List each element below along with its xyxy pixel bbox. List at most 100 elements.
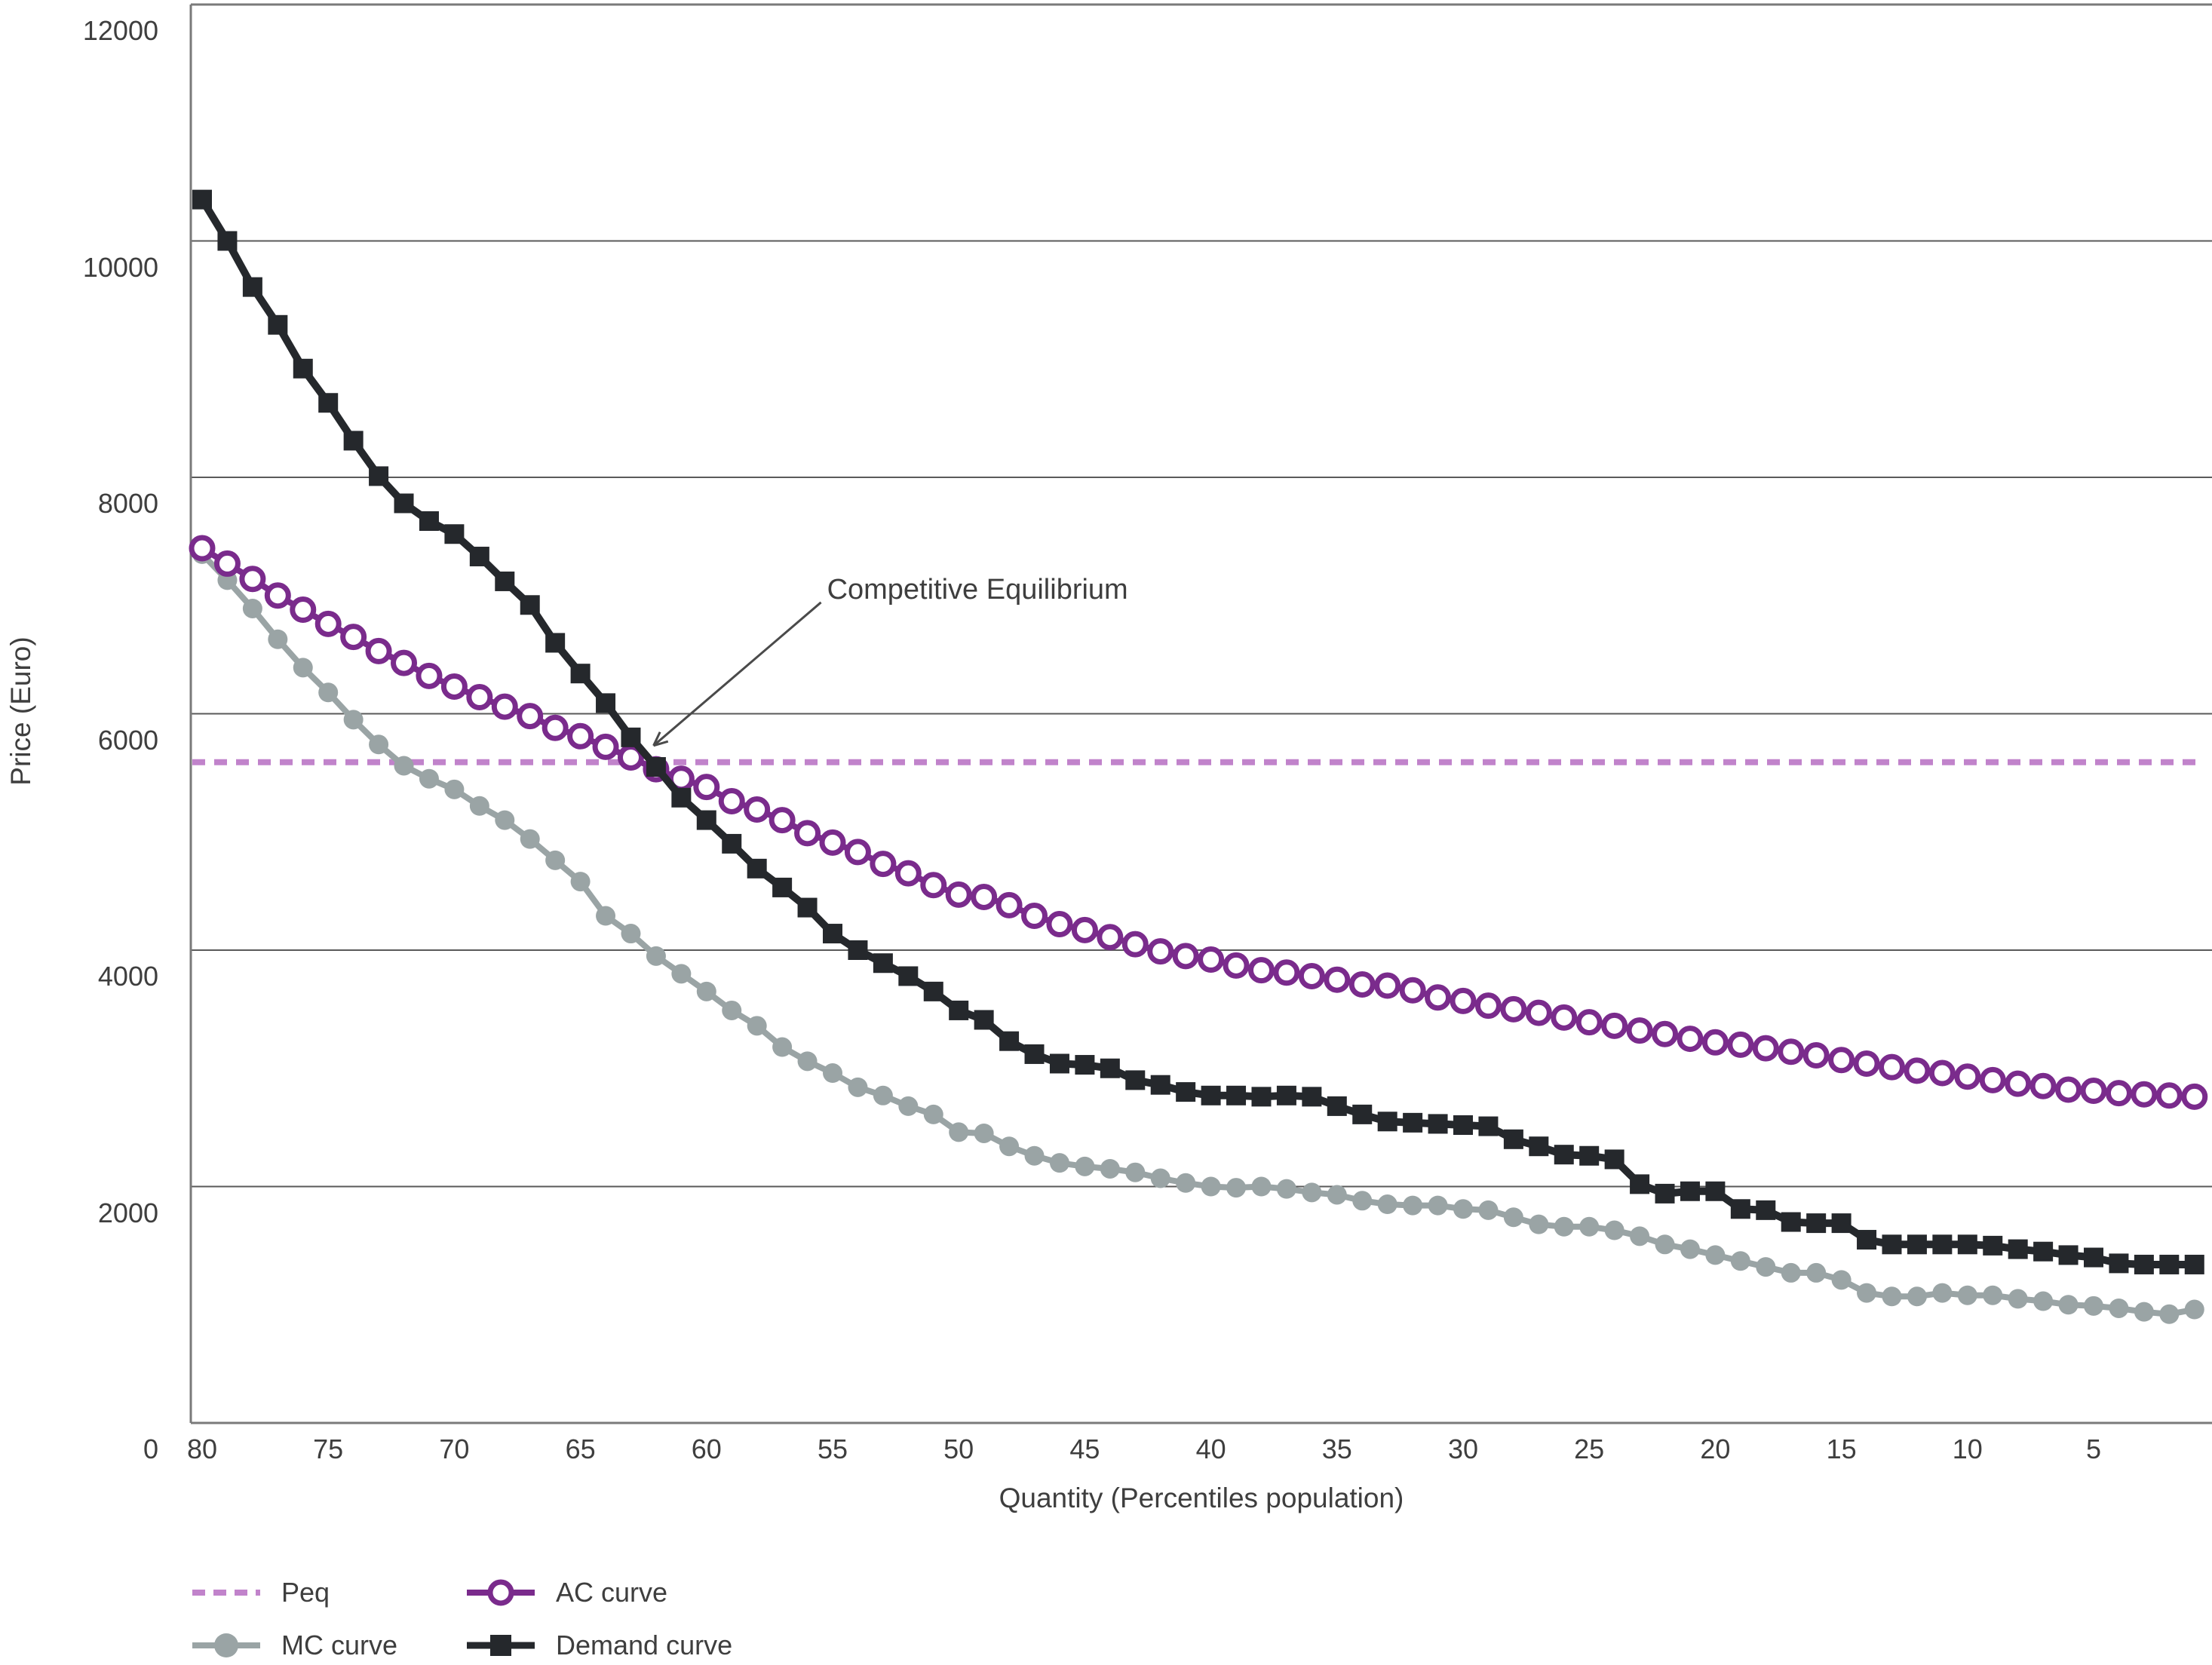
x-tick-label-10: 10 (1952, 1433, 1983, 1464)
ac-point (1425, 984, 1452, 1011)
demand-point (722, 833, 742, 854)
demand-point (1049, 1053, 1069, 1074)
ac-point (1928, 1059, 1956, 1087)
x-axis-title: Quantity (Percentiles population) (999, 1483, 1404, 1513)
demand-point (2159, 1254, 2180, 1274)
mc-point (2134, 1302, 2154, 1322)
demand-point (747, 858, 767, 878)
equilibrium-annotation: Competitive Equilibrium (827, 573, 1128, 606)
legend-item-ac: AC curve (465, 1575, 667, 1611)
mc-point (1730, 1251, 1750, 1271)
ac-point (971, 883, 998, 910)
demand-point (192, 189, 212, 210)
ac-point (1223, 952, 1250, 979)
ac-point (466, 684, 493, 711)
mc-point (1957, 1285, 1977, 1305)
mc-point (873, 1085, 893, 1105)
mc-point (823, 1063, 842, 1084)
ac-point (2155, 1082, 2183, 1109)
demand-point (1428, 1114, 1448, 1134)
demand-point (2109, 1253, 2129, 1274)
mc-point (1630, 1226, 1650, 1246)
ac-point (920, 872, 947, 899)
y-tick-label-12000: 12000 (82, 15, 158, 46)
mc-point (1655, 1234, 1675, 1255)
mc-point (1377, 1194, 1397, 1215)
demand-point (545, 633, 566, 653)
mc-point (1756, 1257, 1776, 1277)
demand-point (2084, 1247, 2103, 1268)
mc-point (747, 1016, 767, 1036)
ac-point (769, 807, 796, 834)
ac-point (1198, 946, 1225, 974)
ac-point (844, 839, 871, 866)
ac-point (416, 662, 443, 689)
demand-point (1907, 1234, 1927, 1255)
demand-point (1327, 1096, 1347, 1116)
mc-point (495, 810, 515, 830)
ac-point (239, 566, 266, 593)
y-tick-label-10000: 10000 (82, 251, 158, 283)
mc-point (949, 1122, 969, 1142)
demand-point (1983, 1235, 2003, 1256)
ac-point (945, 881, 972, 908)
mc-point (1554, 1216, 1574, 1237)
demand-point (1630, 1174, 1650, 1194)
mc-point (2159, 1304, 2180, 1324)
demand-point (1579, 1145, 1600, 1166)
mc-point (1907, 1286, 1927, 1307)
ac-point (2105, 1080, 2132, 1107)
ac-point (1298, 962, 1325, 989)
demand-point (1100, 1058, 1120, 1078)
demand-point (1932, 1234, 1953, 1255)
ac-point (1374, 972, 1401, 999)
mc-point (2008, 1289, 2028, 1309)
ac-point (1021, 903, 1048, 930)
ac-point (1121, 931, 1149, 958)
annotation-arrowhead (652, 731, 661, 747)
mc-point (1680, 1239, 1700, 1259)
annotation-arrowhead (653, 740, 669, 747)
mc-point (1176, 1173, 1196, 1193)
ac-curve-swatch (465, 1575, 536, 1611)
ac-point (744, 796, 771, 823)
demand-point (1554, 1145, 1574, 1165)
legend-label-peq: Peq (281, 1577, 330, 1608)
ac-point (340, 624, 367, 651)
ac-point (1247, 957, 1275, 984)
ac-point (2131, 1081, 2158, 1108)
mc-point (1201, 1176, 1221, 1197)
demand-point (369, 466, 389, 486)
ac-point (1878, 1053, 1905, 1081)
mc-point (2109, 1298, 2129, 1318)
ac-point (1778, 1038, 1805, 1066)
ac-point (541, 714, 569, 741)
demand-point (1756, 1200, 1776, 1220)
mc-point (1226, 1178, 1247, 1198)
demand-point (1604, 1149, 1624, 1170)
mc-point (722, 1000, 742, 1020)
ac-point (1097, 924, 1124, 951)
legend-item-demand: Demand curve (465, 1627, 732, 1663)
demand-point (823, 924, 842, 944)
ac-point (592, 733, 619, 760)
demand-point (570, 664, 591, 684)
x-tick-label-15: 15 (1826, 1433, 1857, 1464)
demand-point (520, 595, 540, 615)
mc-point (1806, 1262, 1827, 1283)
mc-point (1579, 1216, 1600, 1237)
mc-point (1529, 1214, 1549, 1234)
mc-point (1049, 1153, 1069, 1173)
demand-point (1655, 1183, 1675, 1204)
ac-point (1904, 1057, 1931, 1084)
x-tick-label-50: 50 (943, 1433, 974, 1464)
mc-point (1705, 1245, 1726, 1265)
ac-point (894, 860, 922, 887)
demand-point (772, 877, 793, 897)
demand-point (495, 571, 515, 591)
demand-point (1503, 1129, 1523, 1149)
mc-point (2033, 1291, 2054, 1311)
mc-point (696, 981, 716, 1001)
ac-point (213, 550, 241, 577)
